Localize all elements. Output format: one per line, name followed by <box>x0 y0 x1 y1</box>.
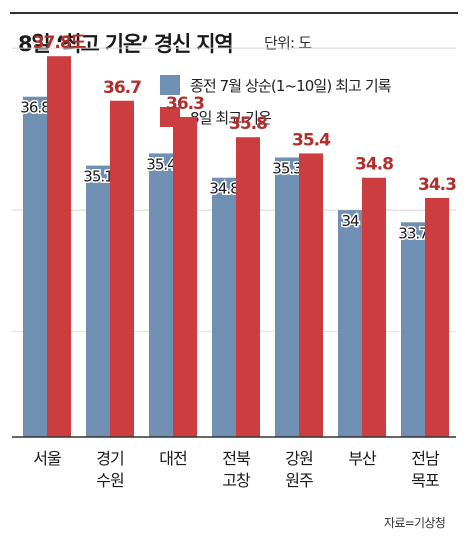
category-label: 수원 <box>96 471 123 490</box>
data-label-today: 37.8도 <box>33 33 87 53</box>
data-label-today: 35.4 <box>292 130 331 150</box>
data-label-previous-record: 34 <box>341 212 359 230</box>
legend-swatch-blue <box>160 75 180 95</box>
category-label: 전남 <box>411 449 440 468</box>
bar-previous-record <box>212 177 236 438</box>
bar-previous-record <box>275 157 299 437</box>
category-label: 원주 <box>285 471 313 490</box>
data-label-previous-record: 36.8 <box>20 99 50 117</box>
category-label: 부산 <box>348 449 377 468</box>
data-label-previous-record: 34.8 <box>209 180 239 198</box>
category-label: 목포 <box>411 471 439 490</box>
data-label-today: 35.8 <box>229 114 267 134</box>
category-label: 강원 <box>285 449 312 468</box>
bar-today <box>299 153 323 437</box>
category-label: 대전 <box>159 449 187 468</box>
bar-previous-record <box>86 165 110 437</box>
bar-today <box>110 100 134 437</box>
bar-today <box>425 197 449 437</box>
data-label-today: 36.7 <box>103 78 141 98</box>
top-rule <box>10 12 458 14</box>
data-label-previous-record: 35.1 <box>83 168 113 186</box>
category-label: 서울 <box>33 449 61 468</box>
category-label: 고창 <box>222 471 251 490</box>
legend-label-previous-record: 종전 7월 상순(1~10일) 최고 기록 <box>190 77 392 95</box>
legend-label-today: 8일 최고 기온 <box>190 109 272 127</box>
data-label-previous-record: 35.4 <box>146 155 176 173</box>
data-label-previous-record: 35.3 <box>272 159 302 177</box>
bar-previous-record <box>149 153 173 437</box>
data-label-previous-record: 33.7 <box>398 224 428 242</box>
category-label: 전북 <box>222 449 250 468</box>
bar-today <box>236 137 260 437</box>
chart-title: 8일 ‘최고 기온’ 경신 지역 <box>18 32 234 56</box>
unit-label: 단위: 도 <box>264 34 312 52</box>
bar-previous-record <box>401 222 425 437</box>
data-label-today: 34.8 <box>355 155 393 175</box>
source-note: 자료=기상청 <box>384 516 446 530</box>
category-label: 경기 <box>96 449 123 468</box>
data-label-today: 34.3 <box>418 175 456 195</box>
bar-previous-record <box>338 210 362 437</box>
data-label-today: 36.3 <box>166 94 204 114</box>
bar-today <box>173 116 197 437</box>
bar-today <box>47 56 71 438</box>
bar-previous-record <box>23 96 47 437</box>
bar-today <box>362 177 386 438</box>
